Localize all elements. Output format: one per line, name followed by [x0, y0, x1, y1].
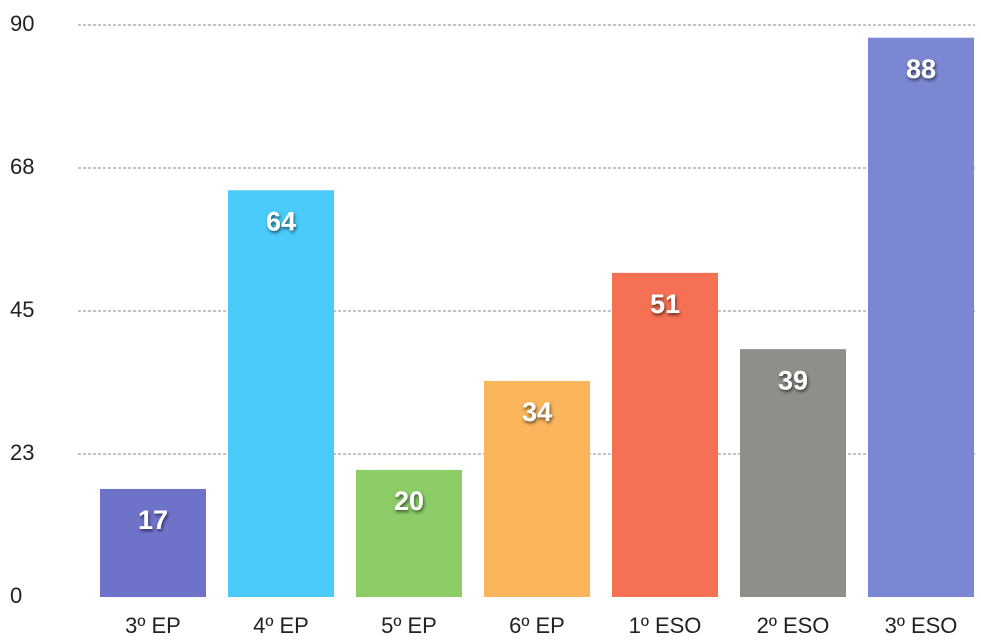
x-tick-label: 5º EP — [381, 613, 437, 638]
y-tick-label: 68 — [10, 154, 34, 179]
data-label: 64 — [266, 206, 296, 236]
x-tick-label: 6º EP — [509, 613, 565, 638]
bar — [612, 272, 718, 597]
y-tick-label: 0 — [10, 583, 22, 608]
x-tick-label: 3º ESO — [885, 613, 958, 638]
data-label: 51 — [650, 289, 680, 319]
y-tick-label: 45 — [10, 297, 34, 322]
data-label: 17 — [138, 505, 168, 535]
bar — [228, 190, 334, 597]
data-label: 39 — [778, 365, 808, 395]
bar — [100, 488, 206, 597]
x-tick-label: 2º ESO — [757, 613, 830, 638]
y-tick-label: 23 — [10, 440, 34, 465]
data-label: 34 — [522, 397, 552, 427]
bar — [356, 469, 462, 597]
bar — [868, 37, 974, 597]
data-label: 20 — [394, 486, 424, 516]
data-label: 88 — [906, 54, 936, 84]
x-tick-label: 3º EP — [125, 613, 181, 638]
bar — [484, 380, 590, 597]
x-tick-label: 1º ESO — [629, 613, 702, 638]
y-tick-label: 90 — [10, 11, 34, 36]
bar — [740, 349, 846, 597]
x-tick-label: 4º EP — [253, 613, 309, 638]
